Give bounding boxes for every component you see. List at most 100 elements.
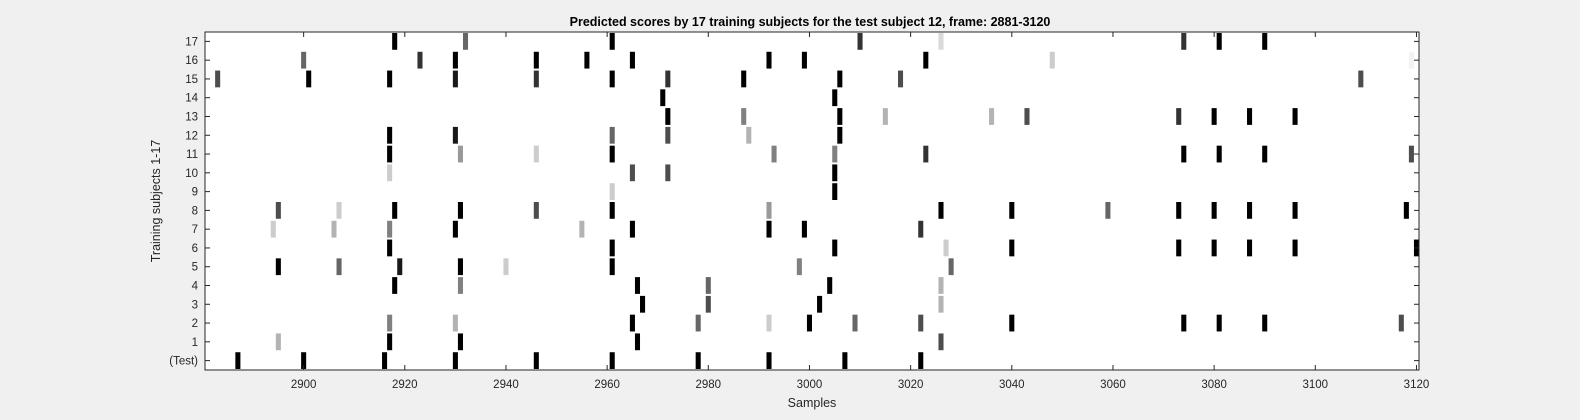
y-tick-label: 13 xyxy=(185,112,198,124)
heatmap-cell xyxy=(837,108,843,125)
heatmap-cell xyxy=(452,314,458,332)
heatmap-cell xyxy=(943,239,949,257)
heatmap-cell xyxy=(1408,51,1414,69)
heatmap-cell xyxy=(457,258,463,276)
heatmap-cell xyxy=(609,258,615,276)
heatmap-cell xyxy=(452,352,458,369)
heatmap-cell xyxy=(1105,202,1111,219)
heatmap-cell xyxy=(1176,108,1182,125)
heatmap-cell xyxy=(387,126,393,144)
heatmap-cell xyxy=(705,295,711,313)
heatmap-cell xyxy=(457,202,463,219)
y-tick-label: 9 xyxy=(192,187,198,199)
heatmap-cell xyxy=(918,220,924,238)
heatmap-cell xyxy=(1403,202,1409,219)
heatmap-cell xyxy=(665,70,671,88)
heatmap-cell xyxy=(629,164,635,182)
y-tick-label: 5 xyxy=(192,262,198,274)
heatmap-cell xyxy=(817,295,823,313)
heatmap-cell xyxy=(695,314,701,332)
heatmap-cell xyxy=(923,51,929,69)
heatmap-cell xyxy=(918,352,924,369)
heatmap-cell xyxy=(306,70,312,88)
y-tick-label: 12 xyxy=(185,130,198,142)
heatmap-cell xyxy=(832,183,838,200)
heatmap-cell xyxy=(629,314,635,332)
heatmap-cell xyxy=(796,258,802,276)
heatmap-cell xyxy=(634,333,641,351)
heatmap-cell xyxy=(609,126,615,144)
heatmap-cell xyxy=(270,220,276,238)
heatmap-cell xyxy=(387,239,393,257)
heatmap-cell xyxy=(766,352,772,369)
heatmap-cell xyxy=(827,277,833,294)
heatmap-cell xyxy=(452,70,458,88)
heatmap-cell xyxy=(1216,145,1222,163)
heatmap-cell xyxy=(452,126,458,144)
heatmap-cell xyxy=(801,220,807,238)
heatmap-cell xyxy=(705,277,711,294)
y-tick-label: 8 xyxy=(192,205,198,217)
heatmap-cell xyxy=(938,333,944,351)
heatmap-cell xyxy=(746,126,752,144)
heatmap-cell xyxy=(832,89,838,107)
heatmap-cell xyxy=(301,352,307,369)
heatmap-cell xyxy=(766,314,772,332)
heatmap-cell xyxy=(938,295,944,313)
heatmap-cell xyxy=(1181,145,1187,163)
heatmap-cell xyxy=(832,239,838,257)
heatmap-cell xyxy=(275,258,281,276)
heatmap-cell xyxy=(1247,202,1253,219)
heatmap-cell xyxy=(766,51,772,69)
y-tick-label: 10 xyxy=(185,168,198,180)
heatmap-cell xyxy=(1292,239,1298,257)
heatmap-cell xyxy=(832,145,838,163)
heatmap-cell xyxy=(387,333,393,351)
heatmap-cell xyxy=(1262,33,1268,50)
heatmap-cell xyxy=(336,202,342,219)
heatmap-cell xyxy=(397,258,403,276)
heatmap-cell xyxy=(1398,314,1404,332)
heatmap-cell xyxy=(1009,202,1015,219)
plot-area xyxy=(205,32,1419,370)
y-tick-label: 6 xyxy=(192,243,198,255)
heatmap-cell xyxy=(1049,51,1055,69)
y-tick-label: 14 xyxy=(185,93,198,105)
heatmap-cell xyxy=(1292,108,1298,125)
heatmap-cell xyxy=(1358,70,1364,88)
x-axis-ticks: 2900 2920 2940 2960 2980 3000 3020 3040 3060 3080… xyxy=(291,32,1429,391)
heatmap-cell xyxy=(609,202,615,219)
heatmap-cell xyxy=(609,239,615,257)
heatmap-cell xyxy=(609,352,615,369)
heatmap-cell xyxy=(275,202,281,219)
heatmap-cell xyxy=(938,202,944,219)
heatmap-cell xyxy=(948,258,954,276)
y-tick-label: 16 xyxy=(185,55,198,67)
heatmap-cell xyxy=(533,145,539,163)
heatmap-cell xyxy=(1216,33,1222,50)
heatmap-cell xyxy=(1262,314,1268,332)
heatmap-cell xyxy=(1009,239,1015,257)
heatmap-cell xyxy=(1176,202,1182,219)
heatmap-cell xyxy=(771,145,777,163)
heatmap-cell xyxy=(452,220,458,238)
y-tick-label: 15 xyxy=(185,74,198,86)
heatmap-cell xyxy=(392,33,398,50)
heatmap-cell xyxy=(533,51,539,69)
x-tick-label: 3020 xyxy=(898,379,924,391)
heatmap-cell xyxy=(387,314,393,332)
heatmap-cell xyxy=(989,108,995,125)
heatmap-cell xyxy=(387,145,393,163)
heatmap-cell xyxy=(533,202,539,219)
heatmap-cell xyxy=(918,314,924,332)
heatmap-cell xyxy=(1211,202,1217,219)
heatmap-cell xyxy=(801,51,807,69)
heatmap-cell xyxy=(857,33,863,50)
heatmap-cell xyxy=(1181,33,1187,50)
heatmap-cell xyxy=(609,33,615,50)
y-tick-label: 7 xyxy=(192,224,198,236)
heatmap-cell xyxy=(741,70,747,88)
heatmap-cell xyxy=(387,164,393,182)
